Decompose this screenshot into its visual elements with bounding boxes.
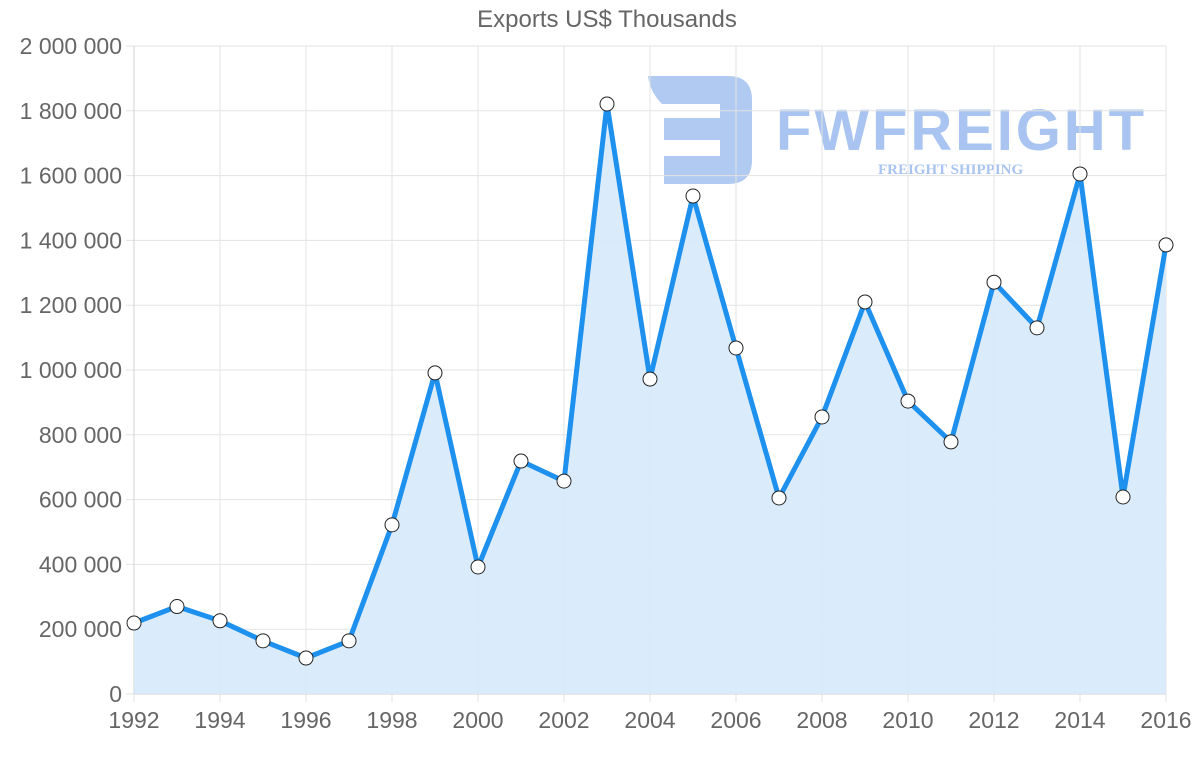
x-tick-label: 1998 [366,707,417,733]
data-point[interactable]: 1998: 522000 [384,517,400,533]
x-axis: 1992 1994 1996 1998 2000 2002 2004 2006 2008 2010… [108,707,1191,733]
data-point[interactable]: 1996: 111000 [298,650,314,666]
data-point[interactable]: 2004: 972000 [642,371,658,387]
x-tick-label: 2008 [796,707,847,733]
watermark-tagline: FREIGHT SHIPPING [878,162,1023,178]
data-point[interactable]: 2008: 855000 [814,409,830,425]
x-tick-label: 1994 [194,707,245,733]
data-point[interactable]: 2002: 657000 [556,473,572,489]
data-point[interactable]: 2007: 605000 [771,490,787,506]
data-point[interactable]: 2000: 392000 [470,559,486,575]
data-point[interactable]: 2011: 778000 [943,434,959,450]
data-point[interactable]: 2010: 904000 [900,393,916,409]
data-point[interactable]: 2015: 608000 [1115,489,1131,505]
y-tick-label: 600 000 [39,487,122,513]
x-tick-label: 2006 [710,707,761,733]
x-tick-label: 2010 [882,707,933,733]
data-point[interactable]: 2006: 1068000 [728,340,744,356]
x-tick-label: 2000 [452,707,503,733]
x-tick-label: 2014 [1054,707,1105,733]
y-tick-label: 1 000 000 [20,357,122,383]
series-area [134,104,1166,694]
watermark-brand: FWFREIGHT [776,98,1146,163]
y-tick-label: 1 600 000 [20,163,122,189]
x-tick-label: 2002 [538,707,589,733]
x-tick-label: 1992 [108,707,159,733]
x-tick-label: 2012 [968,707,1019,733]
data-point[interactable]: 1997: 164000 [341,633,357,649]
x-tick-label: 2016 [1140,707,1191,733]
data-point[interactable]: 2013: 1130000 [1029,320,1045,336]
data-point[interactable]: 2005: 1537000 [685,188,701,204]
y-tick-label: 0 [109,681,122,707]
data-point[interactable]: 1993: 270000 [169,599,185,615]
x-tick-label: 1996 [280,707,331,733]
y-axis: 0 200 000 400 000 600 000 800 000 1 000 000 1 … [20,33,122,707]
data-point[interactable]: 2016: 1386000 [1158,237,1174,253]
y-tick-label: 2 000 000 [20,33,122,59]
data-point[interactable]: 2012: 1271000 [986,274,1002,290]
area-fill [134,104,1166,694]
data-point[interactable]: 2001: 719000 [513,453,529,469]
y-tick-label: 1 400 000 [20,227,122,253]
chart-title: Exports US$ Thousands [477,6,737,33]
y-tick-label: 400 000 [39,551,122,577]
data-point[interactable]: 1994: 226000 [212,613,228,629]
y-tick-label: 200 000 [39,616,122,642]
y-tick-label: 1 800 000 [20,98,122,124]
data-point[interactable]: 1992: 219000 [126,615,142,631]
data-point[interactable]: 2009: 1210000 [857,294,873,310]
data-points: 1992: 219000 1993: 270000 1994: 226000 1995… [126,96,1174,666]
data-point[interactable]: 2003: 1821000 [599,96,615,112]
data-point[interactable]: 1999: 991000 [427,365,443,381]
data-point[interactable]: 2014: 1605000 [1072,166,1088,182]
y-tick-label: 800 000 [39,422,122,448]
data-point[interactable]: 1995: 164000 [255,633,271,649]
x-tick-label: 2004 [624,707,675,733]
logo-mark-icon [648,76,752,184]
y-tick-label: 1 200 000 [20,292,122,318]
